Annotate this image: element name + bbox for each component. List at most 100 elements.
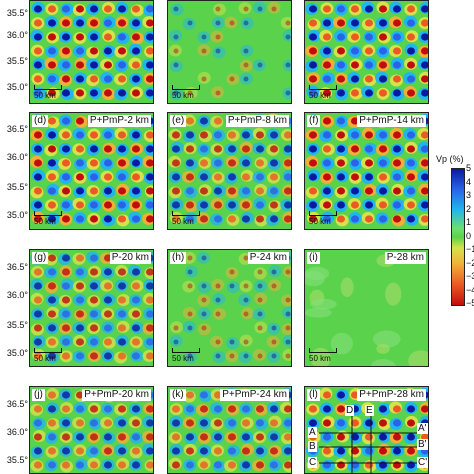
anomaly-core [214, 159, 222, 167]
anomaly-core [365, 173, 373, 181]
anomaly-core [309, 215, 317, 223]
anomaly-core [104, 405, 112, 413]
anomaly-core [76, 338, 84, 346]
colorbar-tick: −1 [466, 244, 474, 254]
scale-label: 50 km [34, 91, 56, 100]
anomaly-core [132, 433, 140, 441]
anomaly-core [48, 352, 56, 360]
anomaly-core [90, 75, 98, 83]
anomaly-core [76, 268, 84, 276]
anomaly-blob [408, 350, 428, 366]
anomaly-core [393, 75, 401, 83]
anomaly-core [309, 89, 317, 97]
anomaly-core [351, 131, 359, 139]
anomaly-core [228, 173, 236, 181]
anomaly-core [215, 339, 221, 345]
profile-label-c-prime: C' [417, 457, 428, 468]
anomaly-core [421, 33, 428, 41]
anomaly-core [407, 187, 415, 195]
anomaly-core [256, 159, 264, 167]
anomaly-core [76, 215, 84, 223]
colorbar-tick: −3 [466, 271, 474, 281]
anomaly-core [229, 283, 235, 289]
anomaly-core [132, 187, 140, 195]
anomaly-core [215, 90, 221, 96]
anomaly-core [173, 325, 179, 331]
anomaly-core [351, 47, 359, 55]
colorbar-tick: 2 [466, 204, 472, 214]
anomaly-core [146, 33, 153, 41]
anomaly-core [48, 324, 56, 332]
anomaly-core [393, 159, 401, 167]
anomaly-core [215, 311, 221, 317]
anomaly-core [132, 296, 140, 304]
anomaly-core [379, 433, 387, 441]
anomaly-core [243, 311, 249, 317]
anomaly-core [62, 419, 70, 427]
panel-letter: (l) [307, 389, 320, 401]
anomaly-core [48, 75, 56, 83]
anomaly-core [118, 310, 126, 318]
anomaly-core [104, 296, 112, 304]
scale-label: 50 km [34, 217, 56, 226]
anomaly-core [90, 352, 98, 360]
anomaly-core [351, 187, 359, 195]
panel-title: P+PmP-8 km [225, 115, 289, 127]
anomaly-core [90, 201, 98, 209]
anomaly-core [62, 405, 70, 413]
colorbar-tick: 0 [466, 231, 472, 241]
anomaly-core [76, 447, 84, 455]
anomaly-core [379, 173, 387, 181]
anomaly-blob [305, 266, 330, 281]
anomaly-core [309, 173, 317, 181]
anomaly-core [62, 268, 70, 276]
lat-label: 35.5° [6, 56, 28, 66]
anomaly-core [257, 297, 263, 303]
anomaly-core [187, 255, 193, 261]
anomaly-core [34, 201, 42, 209]
anomaly-core [146, 5, 153, 13]
anomaly-core [76, 310, 84, 318]
anomaly-core [132, 447, 140, 455]
anomaly-core [337, 173, 345, 181]
anomaly-core [337, 19, 345, 27]
anomaly-core [214, 145, 222, 153]
anomaly-core [146, 131, 153, 139]
scale-bar: 50 km [34, 85, 62, 100]
anomaly-core [285, 34, 291, 40]
anomaly-core [104, 145, 112, 153]
anomaly-core [118, 145, 126, 153]
anomaly-core [284, 405, 291, 413]
anomaly-core [393, 187, 401, 195]
anomaly-core [200, 159, 208, 167]
anomaly-core [146, 159, 153, 167]
lat-label: 35.5° [6, 182, 28, 192]
anomaly-core [337, 131, 345, 139]
anomaly-core [379, 405, 387, 413]
panel-letter: (k) [170, 389, 186, 401]
anomaly-core [34, 405, 42, 413]
anomaly-core [62, 352, 70, 360]
anomaly-core [351, 419, 359, 427]
anomaly-core [271, 6, 277, 12]
anomaly-core [365, 187, 373, 195]
anomaly-core [172, 173, 180, 181]
anomaly-core [104, 215, 112, 223]
panel-letter: (j) [32, 389, 45, 401]
anomaly-core [34, 419, 42, 427]
anomaly-core [118, 352, 126, 360]
anomaly-core [337, 89, 345, 97]
anomaly-core [90, 145, 98, 153]
anomaly-core [62, 33, 70, 41]
anomaly-core [214, 391, 222, 399]
anomaly-core [270, 447, 278, 455]
anomaly-core [76, 254, 84, 262]
anomaly-core [186, 173, 194, 181]
anomaly-core [214, 447, 222, 455]
anomaly-core [104, 187, 112, 195]
lat-label: 35.5° [6, 8, 28, 18]
anomaly-core [351, 33, 359, 41]
anomaly-core [284, 433, 291, 441]
anomaly-core [309, 5, 317, 13]
anomaly-core [34, 75, 42, 83]
